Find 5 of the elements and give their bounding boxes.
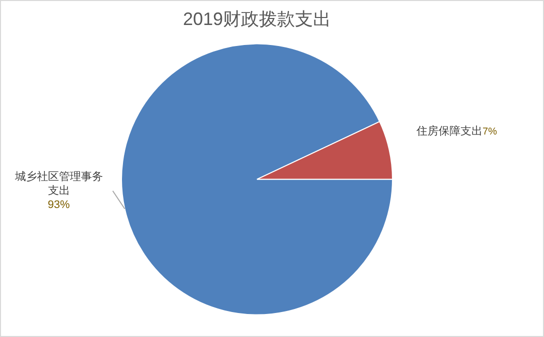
- data-label: 7%: [482, 126, 498, 138]
- chart-title: 2019财政拨款支出: [182, 8, 332, 29]
- data-label: 93%: [48, 198, 70, 211]
- slice-label: 城乡社区管理事务支出: [14, 170, 103, 197]
- slice-label: 住房保障支出: [416, 124, 483, 138]
